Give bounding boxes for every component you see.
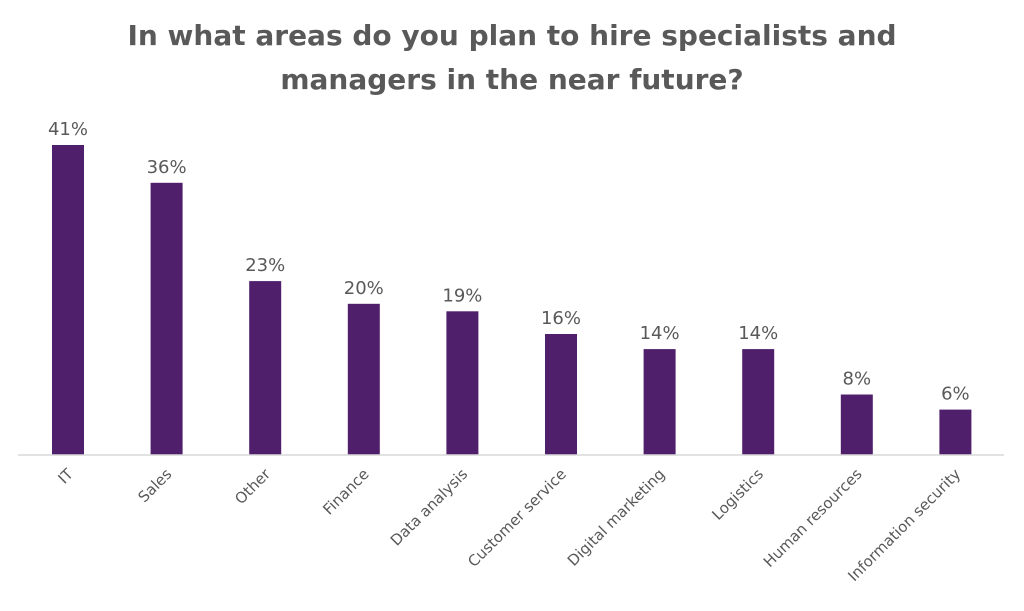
tick-label-sales: Sales bbox=[134, 465, 175, 506]
data-label-sales: 36% bbox=[147, 157, 187, 178]
chart-title-line-2: managers in the near future? bbox=[280, 63, 744, 96]
bar-information-security bbox=[939, 409, 972, 455]
tick-label-other: Other bbox=[231, 465, 274, 508]
tick-label-customer-service: Customer service bbox=[464, 465, 570, 571]
data-labels-layer: 41% 36% 23% 20% 19% 16% 14% 14% 8% 6% bbox=[48, 119, 970, 405]
bar-it bbox=[52, 145, 84, 455]
bar-data-analysis bbox=[446, 311, 479, 455]
bar-human-resources bbox=[840, 394, 873, 455]
data-label-it: 41% bbox=[48, 119, 88, 140]
data-label-logistics: 14% bbox=[738, 323, 778, 344]
tick-label-human-resources: Human resources bbox=[760, 465, 866, 571]
tick-label-data-analysis: Data analysis bbox=[387, 465, 471, 549]
bar-other bbox=[249, 281, 282, 455]
data-label-digital-marketing: 14% bbox=[640, 323, 680, 344]
bar-finance bbox=[347, 303, 380, 455]
bar-logistics bbox=[742, 349, 775, 455]
bar-digital-marketing bbox=[643, 349, 676, 455]
data-label-information-security: 6% bbox=[941, 384, 970, 405]
data-label-finance: 20% bbox=[344, 278, 384, 299]
tick-label-logistics: Logistics bbox=[708, 465, 767, 524]
data-label-data-analysis: 19% bbox=[442, 285, 482, 306]
bars-layer bbox=[52, 145, 972, 456]
data-label-human-resources: 8% bbox=[843, 369, 872, 390]
tick-label-information-security: Information security bbox=[844, 465, 964, 585]
data-label-other: 23% bbox=[245, 255, 285, 276]
tick-label-it: IT bbox=[54, 465, 77, 488]
tick-label-digital-marketing: Digital marketing bbox=[564, 465, 669, 570]
tick-labels-layer: IT Sales Other Finance Data analysisCustomer… bbox=[54, 465, 964, 585]
data-label-customer-service: 16% bbox=[541, 308, 581, 329]
tick-label-finance: Finance bbox=[319, 465, 372, 518]
bar-sales bbox=[150, 182, 183, 456]
chart-title: In what areas do you plan to hire specia… bbox=[0, 14, 1024, 102]
chart-title-line-1: In what areas do you plan to hire specia… bbox=[127, 19, 897, 52]
bar-customer-service bbox=[545, 334, 577, 455]
